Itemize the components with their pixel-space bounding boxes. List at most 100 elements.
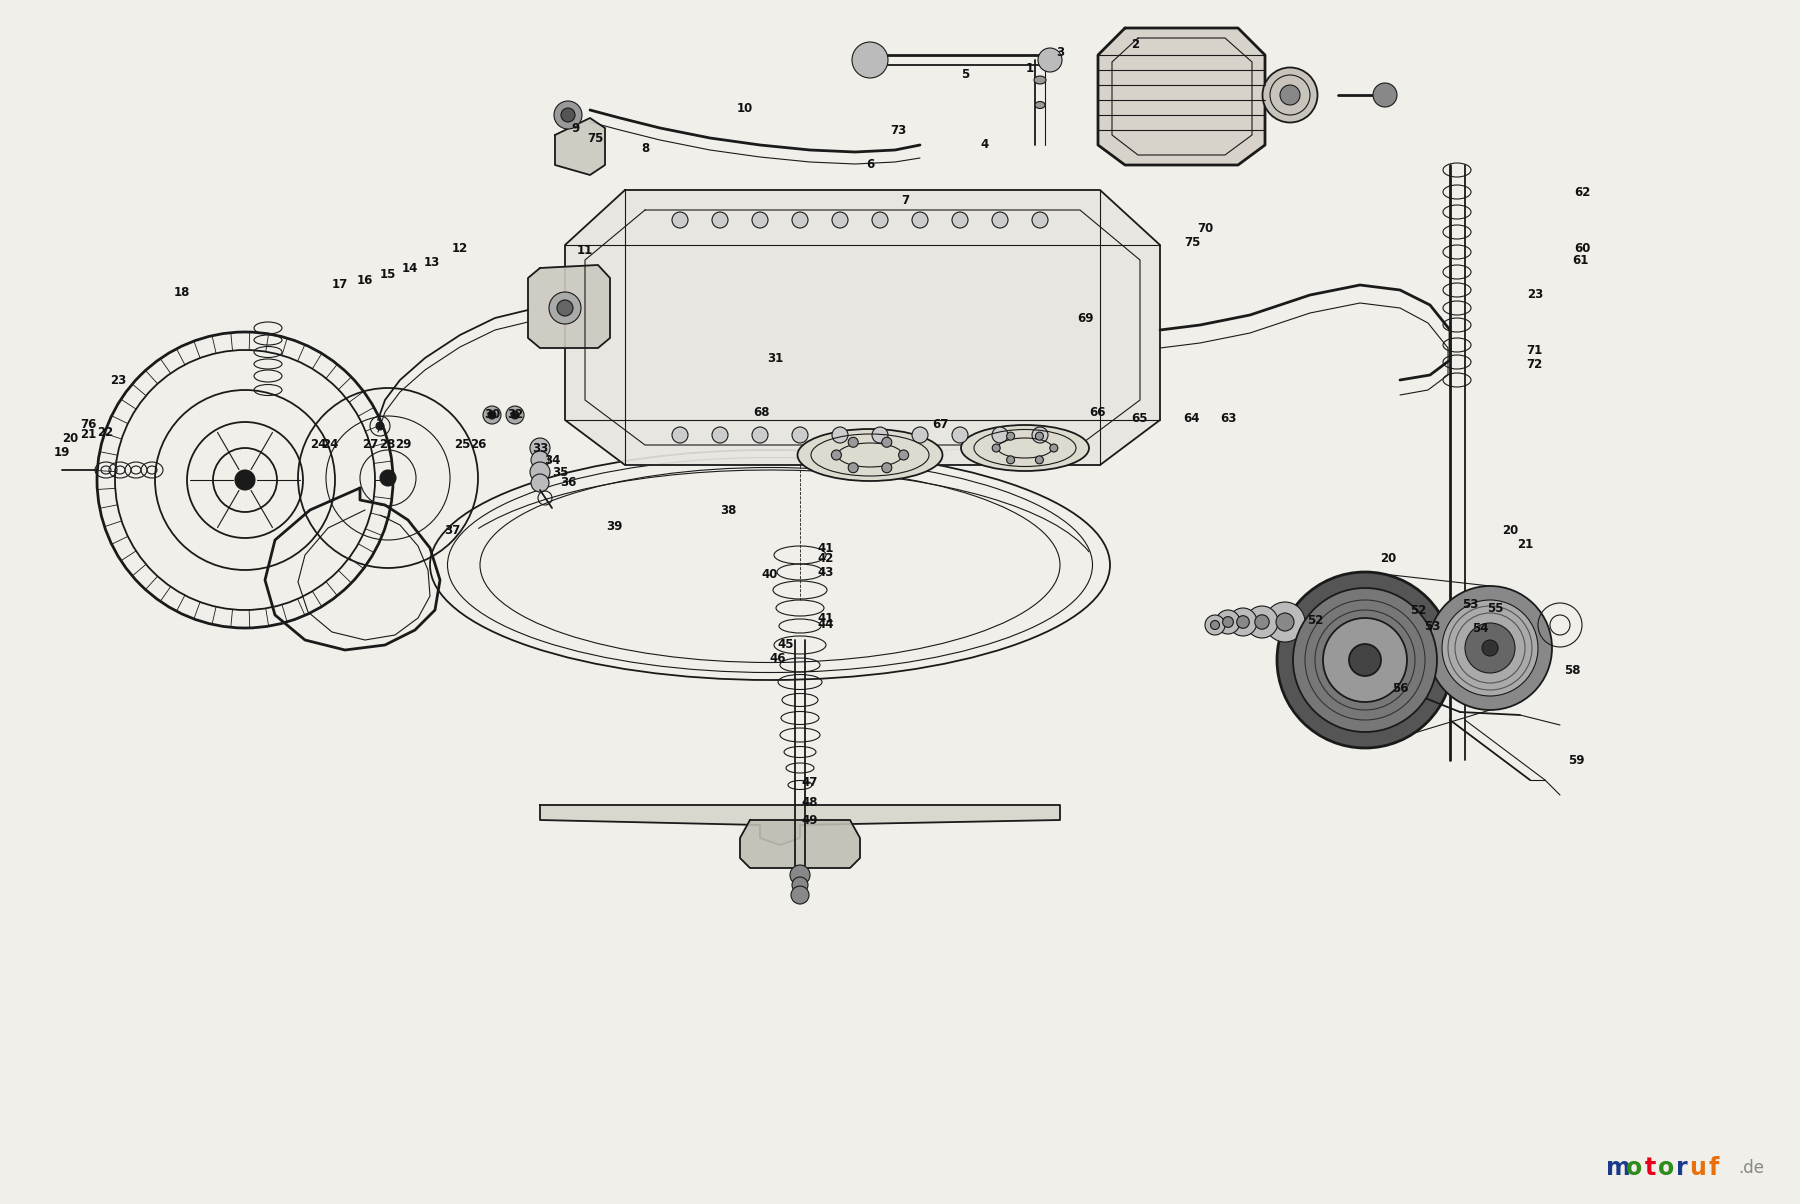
Text: 53: 53: [1424, 620, 1440, 632]
Text: 73: 73: [889, 124, 905, 136]
Circle shape: [1246, 606, 1278, 638]
Text: 40: 40: [761, 568, 778, 582]
Text: 37: 37: [445, 524, 461, 537]
Text: 54: 54: [1472, 621, 1489, 635]
Circle shape: [882, 437, 891, 447]
Circle shape: [898, 450, 909, 460]
Text: 19: 19: [54, 445, 70, 459]
Text: 30: 30: [484, 408, 500, 421]
Text: 33: 33: [531, 442, 549, 454]
Text: m: m: [1606, 1156, 1631, 1180]
Circle shape: [871, 427, 887, 443]
Text: 55: 55: [1487, 602, 1503, 614]
Circle shape: [529, 462, 551, 482]
Text: 22: 22: [97, 426, 113, 439]
Circle shape: [376, 421, 383, 430]
Text: 52: 52: [1409, 603, 1426, 616]
Text: 41: 41: [817, 612, 833, 625]
Polygon shape: [565, 190, 1159, 465]
Circle shape: [790, 886, 808, 904]
Text: 23: 23: [110, 373, 126, 386]
Circle shape: [952, 212, 968, 228]
Text: 6: 6: [866, 159, 875, 171]
Text: 17: 17: [331, 278, 347, 291]
Text: 69: 69: [1076, 312, 1093, 325]
Text: 68: 68: [754, 406, 770, 419]
Circle shape: [1427, 586, 1552, 710]
Ellipse shape: [961, 425, 1089, 471]
Circle shape: [1265, 602, 1305, 642]
Circle shape: [848, 437, 859, 447]
Circle shape: [1031, 427, 1048, 443]
Circle shape: [871, 212, 887, 228]
Circle shape: [671, 212, 688, 228]
Circle shape: [790, 864, 810, 885]
Circle shape: [671, 427, 688, 443]
Text: 20: 20: [1381, 551, 1397, 565]
Text: 23: 23: [1526, 289, 1543, 301]
Text: 1: 1: [1026, 61, 1033, 75]
Text: 32: 32: [508, 408, 524, 421]
Text: 21: 21: [1517, 538, 1534, 551]
Text: 52: 52: [1307, 614, 1323, 626]
Circle shape: [1006, 432, 1015, 441]
Text: 58: 58: [1564, 663, 1580, 677]
Text: 75: 75: [1184, 236, 1201, 248]
Circle shape: [832, 427, 848, 443]
Text: 49: 49: [801, 814, 819, 826]
Text: 31: 31: [767, 352, 783, 365]
Circle shape: [556, 300, 572, 315]
Text: 76: 76: [79, 419, 95, 431]
Text: 10: 10: [736, 101, 752, 114]
Text: 71: 71: [1526, 343, 1543, 356]
Text: 8: 8: [641, 142, 650, 154]
Text: 75: 75: [587, 131, 603, 144]
Text: 65: 65: [1132, 412, 1148, 425]
Circle shape: [1276, 572, 1453, 748]
Text: 47: 47: [801, 775, 819, 789]
Text: o: o: [1625, 1156, 1642, 1180]
Text: 18: 18: [175, 285, 191, 299]
Circle shape: [1006, 456, 1015, 464]
Text: t: t: [1645, 1156, 1656, 1180]
Text: 26: 26: [470, 438, 486, 452]
Circle shape: [1204, 615, 1226, 635]
Text: 35: 35: [553, 466, 569, 478]
Circle shape: [1035, 432, 1044, 441]
Circle shape: [1442, 600, 1537, 696]
Circle shape: [1039, 48, 1062, 72]
Text: 61: 61: [1571, 254, 1588, 266]
Text: 70: 70: [1197, 222, 1213, 235]
Text: 48: 48: [801, 796, 819, 809]
Text: 72: 72: [1526, 359, 1543, 372]
Circle shape: [506, 406, 524, 424]
Circle shape: [1255, 615, 1269, 630]
Text: 11: 11: [576, 243, 594, 256]
Text: 15: 15: [380, 268, 396, 282]
Circle shape: [851, 42, 887, 78]
Circle shape: [1276, 613, 1294, 631]
Circle shape: [531, 452, 549, 470]
Text: u: u: [1690, 1156, 1706, 1180]
Circle shape: [992, 427, 1008, 443]
Circle shape: [792, 427, 808, 443]
Text: 46: 46: [770, 651, 787, 665]
Circle shape: [1229, 608, 1256, 636]
Text: 42: 42: [817, 551, 833, 565]
Text: 12: 12: [452, 242, 468, 254]
Text: 21: 21: [79, 429, 95, 442]
Text: 59: 59: [1568, 754, 1584, 767]
Circle shape: [992, 444, 1001, 452]
Text: 44: 44: [817, 619, 833, 632]
Ellipse shape: [1033, 76, 1046, 84]
Circle shape: [913, 212, 929, 228]
Circle shape: [752, 212, 769, 228]
Circle shape: [792, 877, 808, 893]
Circle shape: [1031, 212, 1048, 228]
Circle shape: [1222, 616, 1233, 627]
Circle shape: [913, 427, 929, 443]
Circle shape: [1323, 618, 1408, 702]
Circle shape: [992, 212, 1008, 228]
Polygon shape: [527, 265, 610, 348]
Text: 60: 60: [1573, 242, 1589, 254]
